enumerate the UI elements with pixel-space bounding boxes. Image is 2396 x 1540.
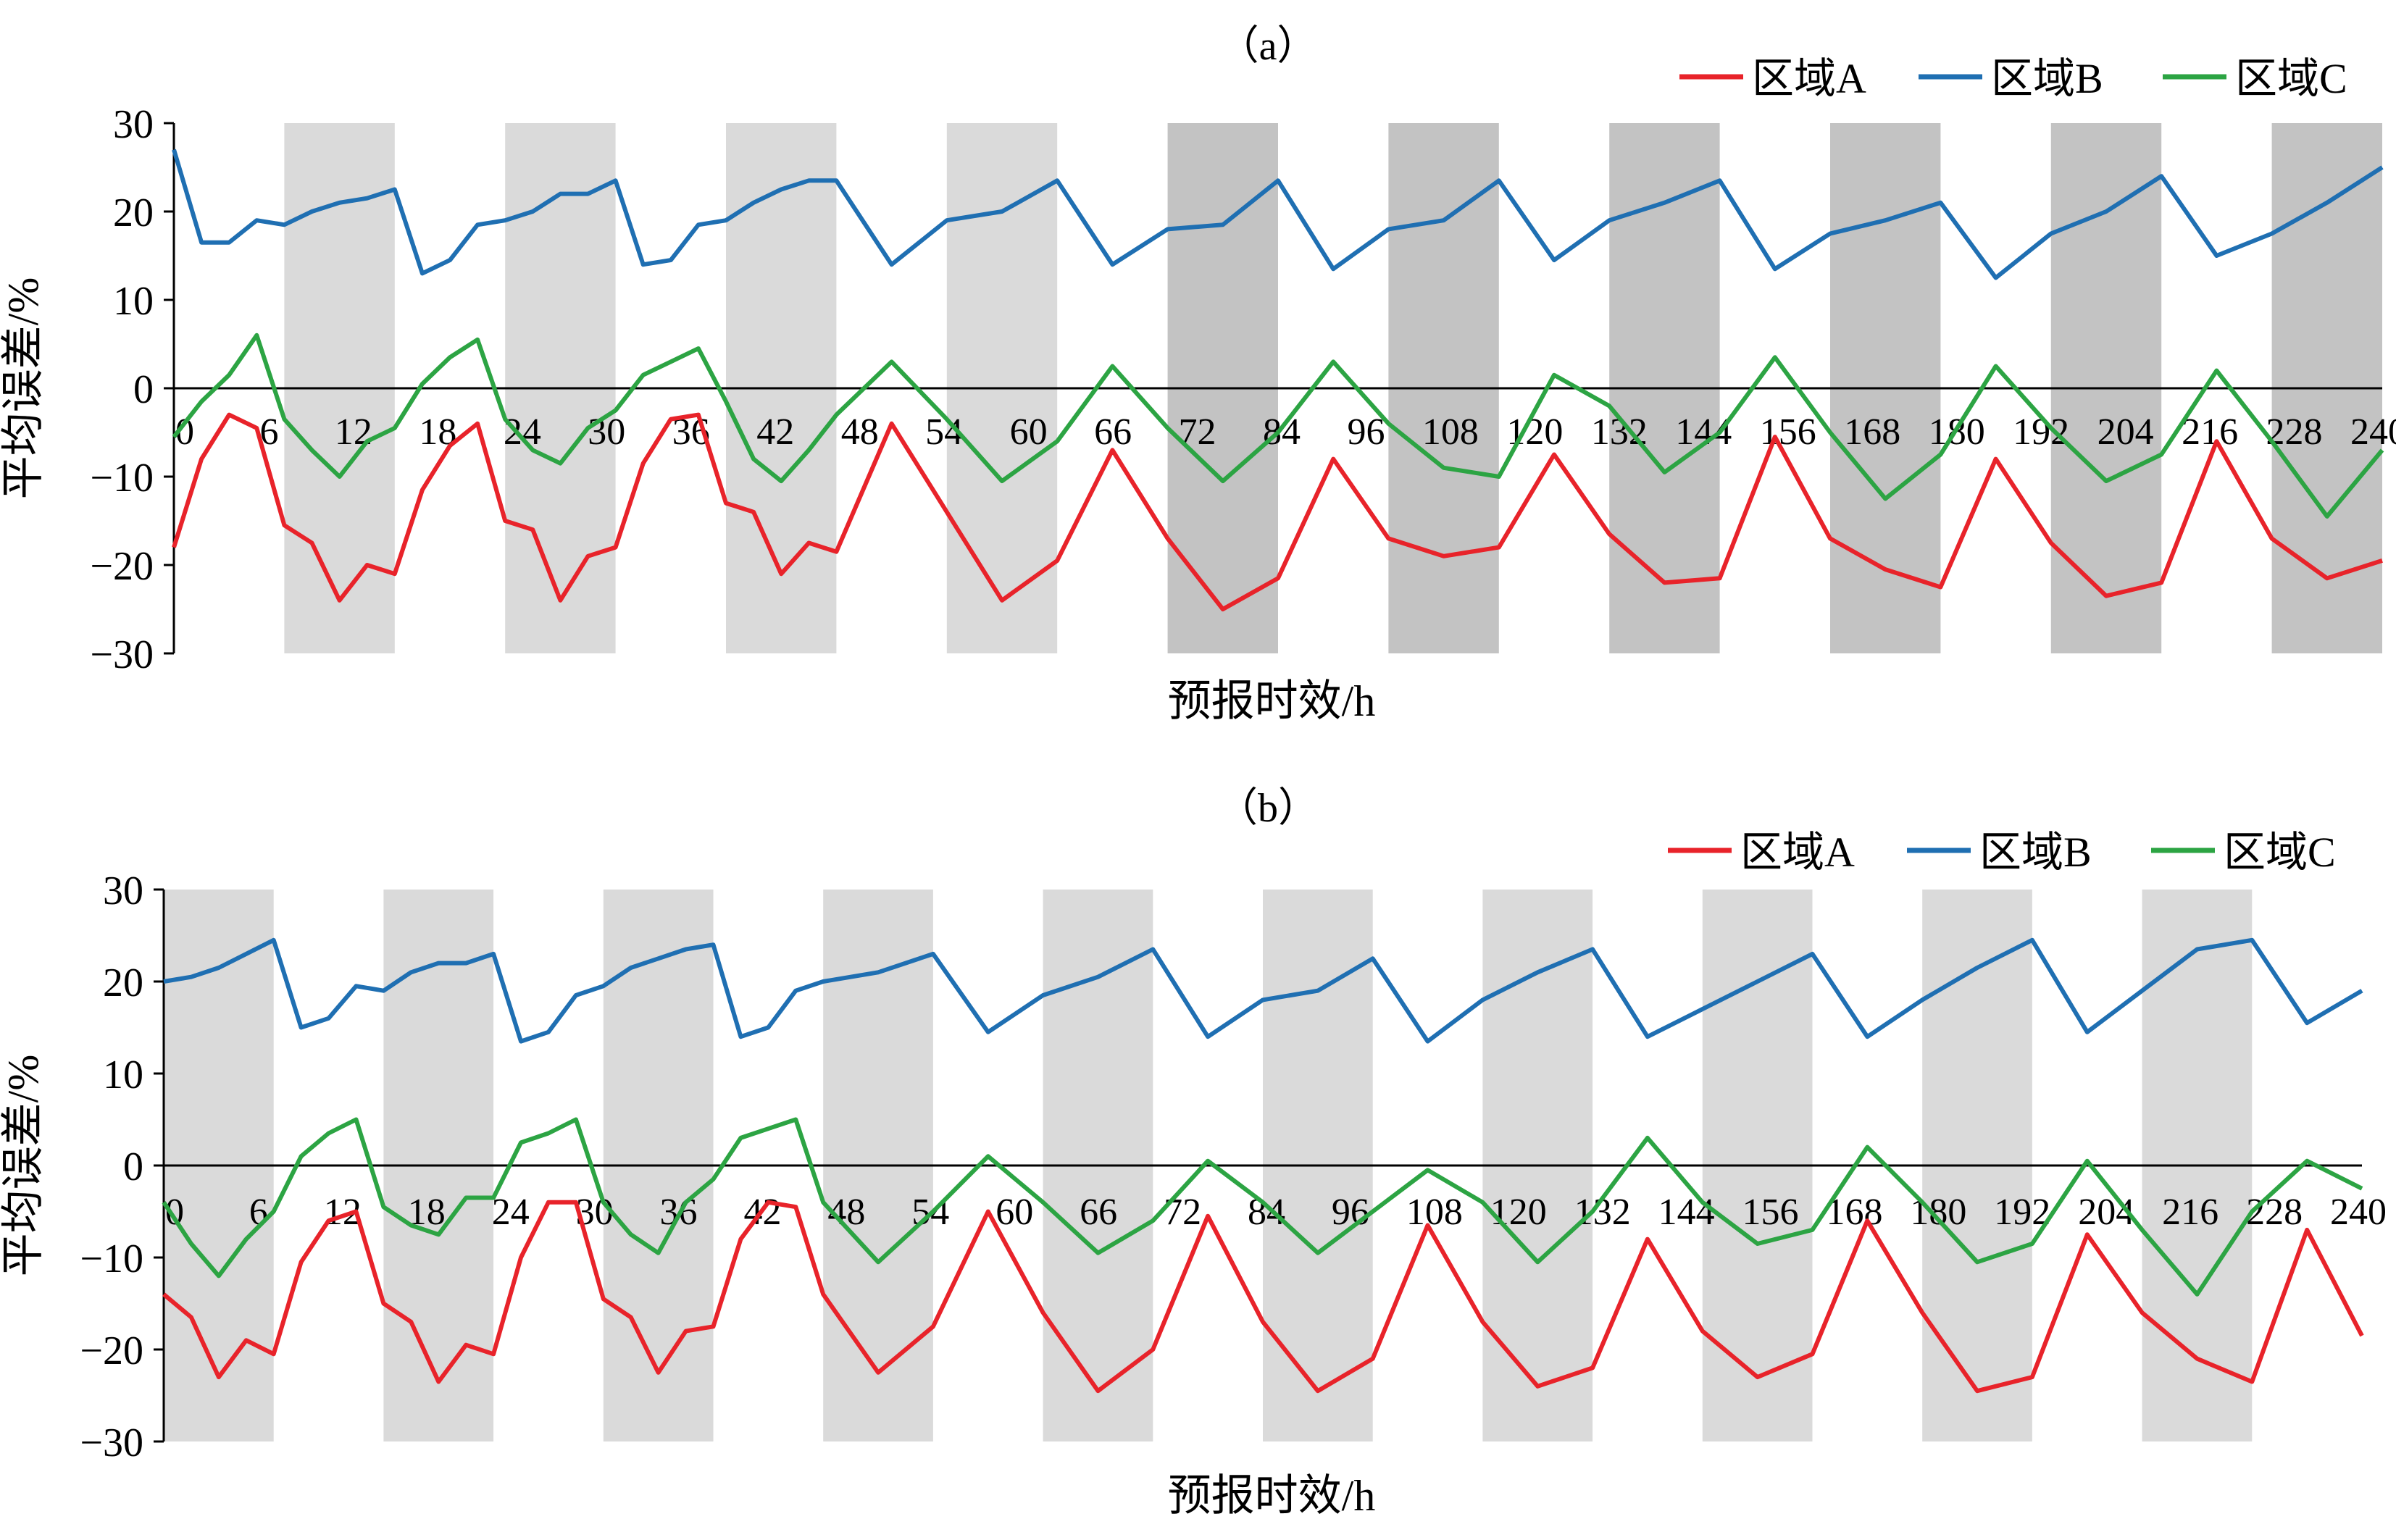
y-tick-label: 10 bbox=[113, 279, 154, 324]
series-line-a bbox=[162, 1200, 2364, 1394]
x-tick-label: 72 bbox=[1164, 1192, 1201, 1233]
x-tick-label: 156 bbox=[1760, 411, 1816, 453]
y-tick-label: −10 bbox=[90, 456, 154, 501]
x-tick-label: 204 bbox=[2097, 411, 2154, 453]
x-tick-label: 156 bbox=[1742, 1192, 1799, 1233]
y-tick-label: 10 bbox=[103, 1053, 143, 1097]
y-axis-title: 平均误差/% bbox=[0, 1055, 47, 1277]
x-tick-label: 144 bbox=[1658, 1192, 1715, 1233]
y-tick-label: 20 bbox=[103, 961, 143, 1005]
x-tick-label: 204 bbox=[2078, 1192, 2134, 1233]
y-tick-label: 0 bbox=[133, 367, 154, 412]
x-tick-label: 60 bbox=[1010, 411, 1048, 453]
x-tick-label: 96 bbox=[1347, 411, 1385, 453]
x-tick-label: 240 bbox=[2330, 1192, 2387, 1233]
x-tick-label: 192 bbox=[1994, 1192, 2050, 1233]
legend-label-a: 区域A bbox=[1740, 829, 1855, 876]
legend-label-a: 区域A bbox=[1752, 55, 1866, 102]
x-axis-title: 预报时效/h bbox=[1168, 677, 1376, 725]
y-axis-title: 平均误差/% bbox=[0, 277, 47, 500]
y-tick-label: −10 bbox=[80, 1236, 143, 1281]
x-tick-label: 228 bbox=[2246, 1192, 2303, 1233]
y-tick-label: 20 bbox=[113, 191, 154, 235]
y-tick-label: −30 bbox=[80, 1420, 143, 1465]
legend-label-c: 区域C bbox=[2224, 829, 2336, 876]
x-tick-label: 240 bbox=[2350, 411, 2396, 453]
x-tick-label: 42 bbox=[756, 411, 794, 453]
x-axis-title: 预报时效/h bbox=[1168, 1472, 1376, 1520]
x-tick-label: 48 bbox=[841, 411, 879, 453]
x-tick-label: 120 bbox=[1490, 1192, 1547, 1233]
series-line-b bbox=[172, 148, 2384, 280]
x-tick-label: 84 bbox=[1248, 1192, 1285, 1233]
y-tick-label: 0 bbox=[123, 1144, 143, 1189]
series-line-c bbox=[172, 332, 2384, 519]
series-line-a bbox=[172, 412, 2383, 611]
x-tick-label: 24 bbox=[504, 411, 541, 453]
series-line-b bbox=[163, 937, 2363, 1044]
legend-label-b: 区域B bbox=[1979, 829, 2092, 876]
panel-label: （b） bbox=[1217, 786, 1319, 831]
x-tick-label: 66 bbox=[1080, 1192, 1117, 1233]
y-tick-label: 30 bbox=[103, 869, 143, 913]
legend-label-b: 区域B bbox=[1991, 55, 2103, 102]
panel-label: （a） bbox=[1219, 24, 1318, 69]
y-tick-label: −30 bbox=[90, 632, 154, 677]
x-tick-label: 66 bbox=[1094, 411, 1132, 453]
x-tick-label: 216 bbox=[2162, 1192, 2218, 1233]
x-tick-label: 84 bbox=[1263, 411, 1301, 453]
y-tick-label: −20 bbox=[80, 1328, 143, 1373]
x-tick-label: 216 bbox=[2182, 411, 2238, 453]
x-tick-label: 12 bbox=[335, 411, 372, 453]
x-tick-label: 60 bbox=[995, 1192, 1033, 1233]
series-line-c bbox=[162, 1117, 2363, 1297]
legend-label-c: 区域C bbox=[2235, 55, 2347, 102]
x-tick-label: 168 bbox=[1844, 411, 1900, 453]
x-tick-label: 108 bbox=[1406, 1192, 1463, 1233]
x-tick-label: 24 bbox=[492, 1192, 530, 1233]
x-tick-label: 108 bbox=[1422, 411, 1479, 453]
y-tick-label: 30 bbox=[113, 102, 154, 147]
y-tick-label: −20 bbox=[90, 544, 154, 589]
